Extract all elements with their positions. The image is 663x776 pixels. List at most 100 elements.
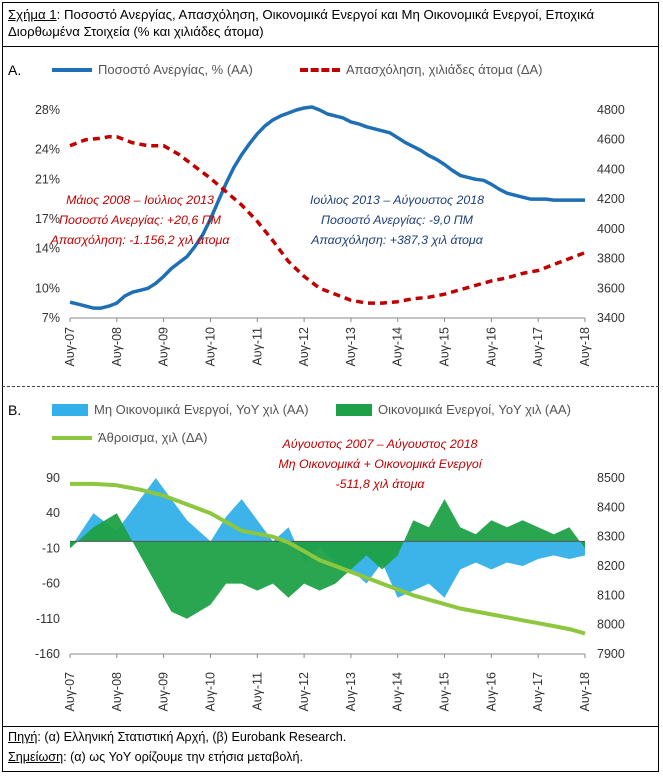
y-right-tick-label: 8200 [597, 559, 625, 573]
panel-b-legend-active: Οικονομικά Ενεργοί, YoY χιλ (ΑΑ) [336, 402, 571, 417]
note-label: Σημείωση [8, 750, 64, 764]
y-right-tick-label: 3400 [597, 311, 625, 325]
series-sum-line [70, 481, 586, 636]
x-tick-label: Αυγ-17 [531, 672, 545, 712]
y-left-tick-label: 10% [35, 281, 60, 295]
x-tick-label: Αυγ-13 [344, 327, 358, 367]
x-tick-label: Αυγ-15 [438, 672, 452, 712]
y-right-tick-label: 4200 [597, 192, 625, 206]
y-left-tick-label: -160 [35, 647, 60, 661]
panel-divider [2, 386, 659, 387]
y-left-tick-label: 21% [35, 172, 60, 186]
x-tick-label: Αυγ-18 [578, 327, 592, 367]
x-tick-label: Αυγ-07 [63, 672, 77, 712]
y-right-tick-label: 8400 [597, 500, 625, 514]
annotation-a-left-line-3: Απασχόληση: -1.156,2 χιλ άτομα [50, 233, 230, 247]
x-tick-label: Αυγ-14 [391, 327, 405, 367]
y-left-tick-label: -110 [36, 612, 60, 626]
y-right-tick-label: 4600 [597, 133, 625, 147]
x-tick-label: Αυγ-07 [63, 327, 77, 367]
y-right-tick-label: 8100 [597, 588, 625, 602]
source-divider [2, 726, 659, 727]
x-tick-label: Αυγ-10 [203, 672, 217, 712]
x-tick-label: Αυγ-08 [110, 672, 124, 712]
annotation-b-line-1: Αύγουστος 2007 – Αύγουστος 2018 [282, 437, 478, 451]
x-tick-label: Αυγ-16 [484, 672, 498, 712]
x-tick-label: Αυγ-09 [157, 672, 171, 712]
x-tick-label: Αυγ-09 [157, 327, 171, 367]
legend-label-inactive: Μη Οικονομικά Ενεργοί, YoY χιλ (ΑΑ) [94, 402, 309, 417]
panel-b-legend-inactive: Μη Οικονομικά Ενεργοί, YoY χιλ (ΑΑ) [52, 402, 309, 417]
annotation-a-left-line-1: Μάιος 2008 – Ιούλιος 2013 [66, 193, 214, 207]
panel-a-legend-unemployment: Ποσοστό Ανεργίας, % (ΑΑ) [52, 62, 253, 77]
caption-divider [2, 46, 659, 47]
x-tick-label: Αυγ-11 [250, 672, 264, 711]
y-left-tick-label: 40 [46, 506, 60, 520]
annotation-b-line-3: -511,8 χιλ άτομα [335, 477, 425, 491]
annotation-b: Αύγουστος 2007 – Αύγουστος 2018 Μη Οικον… [240, 434, 520, 494]
annotation-b-line-2: Μη Οικονομικά + Οικονομικά Ενεργοί [278, 457, 482, 471]
panel-b-label: B. [8, 402, 22, 418]
x-tick-label: Αυγ-12 [297, 327, 311, 367]
y-right-tick-label: 8000 [597, 618, 625, 632]
x-tick-label: Αυγ-14 [391, 672, 405, 712]
x-tick-label: Αυγ-11 [250, 327, 264, 366]
y-right-tick-label: 4800 [597, 103, 625, 117]
y-right-tick-label: 4000 [597, 222, 625, 236]
y-left-tick-label: 90 [46, 471, 60, 485]
x-tick-label: Αυγ-08 [110, 327, 124, 367]
x-tick-label: Αυγ-13 [344, 672, 358, 712]
y-right-tick-label: 7900 [597, 647, 625, 661]
legend-swatch-sum [52, 435, 92, 440]
y-left-tick-label: 17% [35, 212, 60, 226]
annotation-a-right-line-1: Ιούλιος 2013 – Αύγουστος 2018 [309, 193, 485, 207]
series-employment-line [69, 134, 586, 305]
source-line: Πηγή: (α) Ελληνική Στατιστική Αρχή, (β) … [8, 730, 346, 744]
figure-caption: Σχήμα 1: Ποσοστό Ανεργίας, Απασχόληση, Ο… [8, 6, 656, 40]
caption-text: : Ποσοστό Ανεργίας, Απασχόληση, Οικονομι… [8, 7, 595, 39]
x-tick-label: Αυγ-10 [203, 327, 217, 367]
chart-a: 7% 10% 14% 17% 21% 24% 28% 3400 3600 3800 4000 4200… [35, 103, 625, 367]
source-text: : (α) Ελληνική Στατιστική Αρχή, (β) Euro… [37, 730, 347, 744]
series-unemployment-line [69, 105, 585, 310]
series-active-area [70, 499, 585, 619]
annotation-a-right-line-2: Ποσοστό Ανεργίας: -9,0 ΠΜ [320, 213, 473, 227]
legend-label-employment: Απασχόληση, χιλιάδες άτομα (ΔΑ) [346, 62, 543, 77]
panel-a-label: A. [8, 62, 22, 78]
annotation-a-right-line-3: Απασχόληση: +387,3 χιλ άτομα [311, 233, 483, 247]
y-right-tick-label: 3600 [597, 281, 625, 295]
x-tick-label: Αυγ-18 [578, 672, 592, 712]
y-left-tick-label: -60 [42, 577, 60, 591]
y-left-tick-label: 7% [42, 311, 60, 325]
legend-label-sum: Άθροισμα, χιλ (ΔΑ) [98, 430, 208, 445]
panel-b-legend-sum: Άθροισμα, χιλ (ΔΑ) [52, 430, 208, 445]
legend-swatch-employment [300, 67, 340, 72]
annotation-a-right: Ιούλιος 2013 – Αύγουστος 2018 Ποσοστό Αν… [292, 190, 502, 250]
source-label: Πηγή [8, 730, 38, 744]
y-right-tick-label: 8500 [597, 471, 625, 485]
annotation-a-left-line-2: Ποσοστό Ανεργίας: +20,6 ΠΜ [58, 213, 221, 227]
note-text: : (α) ως YoY ορίζουμε την ετήσια μεταβολ… [63, 750, 303, 764]
y-right-tick-label: 4400 [597, 162, 625, 176]
y-left-tick-label: 14% [35, 242, 60, 256]
legend-swatch-unemployment [52, 67, 92, 72]
y-right-tick-label: 8300 [597, 530, 625, 544]
chart-b: -160 -110 -60 -10 40 90 7900 8000 8100 8200 8300 84… [35, 471, 625, 712]
y-left-tick-label: 28% [35, 103, 60, 117]
y-left-tick-label: 24% [35, 143, 60, 157]
legend-swatch-inactive [52, 403, 88, 416]
legend-swatch-active [336, 403, 372, 416]
panel-a-legend-employment: Απασχόληση, χιλιάδες άτομα (ΔΑ) [300, 62, 543, 77]
x-tick-label: Αυγ-17 [531, 327, 545, 367]
x-tick-label: Αυγ-16 [484, 327, 498, 367]
annotation-a-left: Μάιος 2008 – Ιούλιος 2013 Ποσοστό Ανεργί… [40, 190, 240, 250]
caption-prefix: Σχήμα 1 [8, 7, 57, 22]
legend-label-unemployment: Ποσοστό Ανεργίας, % (ΑΑ) [98, 62, 253, 77]
x-tick-label: Αυγ-12 [297, 672, 311, 712]
y-right-tick-label: 3800 [597, 252, 625, 266]
series-inactive-area [70, 478, 585, 598]
legend-label-active: Οικονομικά Ενεργοί, YoY χιλ (ΑΑ) [378, 402, 571, 417]
y-left-tick-label: -10 [42, 541, 60, 555]
note-line: Σημείωση: (α) ως YoY ορίζουμε την ετήσια… [8, 750, 303, 764]
